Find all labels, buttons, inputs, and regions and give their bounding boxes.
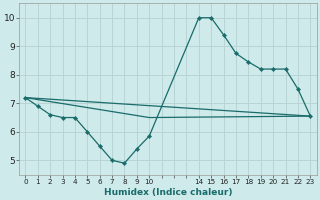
X-axis label: Humidex (Indice chaleur): Humidex (Indice chaleur): [104, 188, 232, 197]
